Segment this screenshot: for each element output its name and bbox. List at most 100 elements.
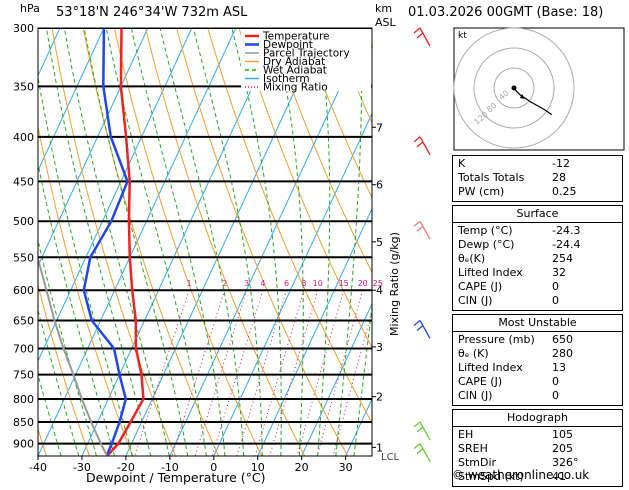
hodograph-key: EH: [458, 428, 552, 442]
pressure-tick-label: 450: [13, 175, 34, 188]
wind-barb: [420, 320, 430, 338]
wind-barb: [420, 28, 430, 46]
hodograph-key: SREH: [458, 442, 552, 456]
brand-footer: © weatheronline.co.uk: [452, 468, 589, 482]
x-tick-label: 30: [339, 461, 353, 474]
km-tick-label: 7: [376, 121, 383, 134]
most-unstable-value: 13: [552, 361, 622, 375]
wind-barb-flag: [417, 33, 423, 38]
index-key: PW (cm): [458, 185, 552, 199]
wind-barb-flag: [414, 422, 420, 427]
mixing-ratio-line: [255, 290, 304, 456]
index-value: 28: [552, 171, 622, 185]
wind-barb-flag: [417, 449, 423, 454]
mixing-ratio-line: [212, 290, 263, 456]
surface-value: 0: [552, 280, 622, 294]
isotherm-line: [82, 28, 280, 456]
x-tick-label: 20: [295, 461, 309, 474]
surface-title: Surface: [453, 207, 622, 221]
mixing-ratio-line: [172, 290, 225, 456]
pressure-tick-label: 350: [13, 80, 34, 93]
pressure-tick-label: 750: [13, 369, 34, 382]
mixing-ratio-line: [270, 290, 318, 456]
most-unstable-key: CIN (J): [458, 389, 552, 403]
most-unstable-row: CAPE (J)0: [453, 375, 622, 389]
legend-label: Mixing Ratio: [263, 82, 328, 94]
mixing-ratio-label: 10: [313, 279, 323, 288]
most-unstable-row: CIN (J)0: [453, 389, 622, 403]
mixing-ratio-axis-label: Mixing Ratio (g/kg): [388, 232, 401, 336]
mixing-ratio-label: 4: [260, 279, 265, 288]
most-unstable-key: Lifted Index: [458, 361, 552, 375]
surface-value: 0: [552, 294, 622, 308]
sounding-series: [38, 28, 144, 456]
most-unstable-value: 0: [552, 389, 622, 403]
most-unstable-key: θₑ (K): [458, 347, 552, 361]
index-row: K-12: [453, 157, 622, 171]
hodograph-title: Hodograph: [453, 411, 622, 425]
surface-value: -24.3: [552, 224, 622, 238]
wind-barb: [420, 422, 430, 440]
hpa-label: hPa: [20, 2, 40, 15]
km-tick-label: 2: [376, 391, 383, 404]
index-row: PW (cm)0.25: [453, 185, 622, 199]
wind-barb-flag: [417, 142, 423, 147]
pressure-tick-label: 550: [13, 251, 34, 264]
x-axis-label: Dewpoint / Temperature (°C): [86, 470, 265, 485]
pressure-tick-label: 600: [13, 284, 34, 297]
wind-barbs: [414, 28, 430, 462]
mixing-ratio-label: 25: [373, 279, 383, 288]
pressure-tick-label: 650: [13, 314, 34, 327]
km-tick-label: 5: [376, 236, 383, 249]
most-unstable-key: CAPE (J): [458, 375, 552, 389]
hodograph-frame: [454, 28, 624, 150]
most-unstable-value: 0: [552, 375, 622, 389]
surface-row: Temp (°C)-24.3: [453, 224, 622, 238]
wet-adiabat-line: [336, 28, 362, 456]
wind-barb: [420, 221, 430, 239]
most-unstable-value: 650: [552, 333, 622, 347]
lcl-label: LCL: [381, 452, 400, 463]
index-key: Totals Totals: [458, 171, 552, 185]
wind-barb-flag: [417, 427, 423, 432]
wind-barb-flag: [414, 221, 420, 226]
pressure-tick-label: 300: [13, 22, 34, 35]
most-unstable-key: Pressure (mb): [458, 333, 552, 347]
wet-adiabat-line: [30, 28, 133, 456]
mixing-ratio-line: [297, 290, 344, 456]
dry-adiabat-line: [52, 28, 176, 456]
pressure-tick-label: 900: [13, 438, 34, 451]
index-value: -12: [552, 157, 622, 171]
km-tick-label: 6: [376, 179, 383, 192]
dry-adiabat-line: [0, 28, 3, 456]
most-unstable-row: Pressure (mb)650: [453, 333, 622, 347]
surface-row: CAPE (J)0: [453, 280, 622, 294]
surface-key: CIN (J): [458, 294, 552, 308]
surface-key: Temp (°C): [458, 224, 552, 238]
wet-adiabat-line: [160, 28, 244, 456]
pressure-tick-label: 800: [13, 393, 34, 406]
surface-key: θₑ(K): [458, 252, 552, 266]
km-tick-label: 3: [376, 341, 383, 354]
pressure-tick-label: 850: [13, 416, 34, 429]
surface-value: 254: [552, 252, 622, 266]
wind-barb-flag: [414, 320, 420, 325]
mixing-ratio-label: 15: [339, 279, 349, 288]
wind-barb: [420, 137, 430, 155]
wind-barb-flag: [417, 325, 423, 330]
wind-barb: [420, 444, 430, 462]
wind-barb-flag: [414, 444, 420, 449]
asl-label: ASL: [375, 16, 397, 29]
pressure-tick-label: 400: [13, 131, 34, 144]
